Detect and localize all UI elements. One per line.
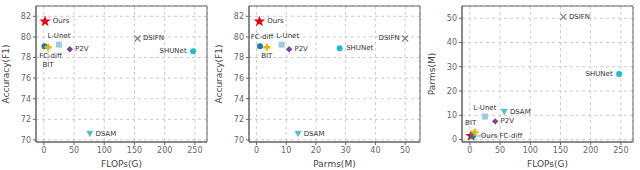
svg-text:L-Unet: L-Unet [48, 32, 71, 40]
svg-text:Parms(M): Parms(M) [427, 53, 437, 95]
svg-text:30: 30 [447, 63, 457, 72]
svg-text:150: 150 [127, 146, 142, 155]
svg-text:BIT: BIT [261, 52, 273, 60]
svg-text:0: 0 [467, 146, 472, 155]
svg-text:76: 76 [21, 74, 31, 83]
svg-text:250: 250 [187, 146, 202, 155]
svg-text:FC-diff: FC-diff [251, 33, 274, 41]
svg-text:L-Unet: L-Unet [276, 32, 299, 40]
svg-text:L-Unet: L-Unet [474, 104, 497, 112]
svg-text:40: 40 [370, 146, 380, 155]
svg-text:10: 10 [447, 111, 457, 120]
svg-text:0: 0 [41, 146, 46, 155]
svg-text:100: 100 [97, 146, 112, 155]
svg-text:DSAM: DSAM [304, 130, 325, 138]
svg-text:50: 50 [447, 14, 457, 23]
svg-text:Ours: Ours [480, 131, 498, 140]
html-text:Parms(M): Parms(M) [313, 159, 356, 169]
svg-text:70: 70 [234, 136, 244, 145]
svg-text:BIT: BIT [465, 119, 477, 127]
svg-text:DSIFN: DSIFN [569, 13, 590, 21]
svg-text:Accuracy(F1): Accuracy(F1) [8, 44, 11, 103]
svg-text:150: 150 [553, 146, 568, 155]
svg-text:74: 74 [234, 95, 244, 104]
svg-text:80: 80 [234, 33, 244, 42]
svg-text:10: 10 [281, 146, 291, 155]
svg-text:Accuracy(F1): Accuracy(F1) [214, 44, 224, 103]
svg-text:P2V: P2V [294, 45, 308, 53]
svg-text:78: 78 [234, 53, 244, 62]
svg-text:80: 80 [21, 33, 31, 42]
svg-text:20: 20 [447, 87, 457, 96]
svg-text:SHUNet: SHUNet [160, 47, 187, 55]
svg-text:P2V: P2V [75, 45, 89, 53]
svg-text:BIT: BIT [43, 61, 55, 69]
svg-text:72: 72 [234, 115, 244, 124]
svg-text:DSAM: DSAM [510, 108, 531, 116]
svg-text:P2V: P2V [500, 117, 514, 125]
svg-text:70: 70 [21, 136, 31, 145]
svg-text:50: 50 [400, 146, 410, 155]
svg-text:100: 100 [523, 146, 538, 155]
svg-text:50: 50 [69, 146, 79, 155]
svg-text:Ours: Ours [267, 17, 284, 25]
svg-text:250: 250 [613, 146, 628, 155]
html-text:FLOPs(G): FLOPs(G) [527, 159, 568, 169]
svg-text:0: 0 [254, 146, 259, 155]
svg-text:SHUNet: SHUNet [346, 44, 373, 52]
svg-text:50: 50 [495, 146, 505, 155]
svg-text:72: 72 [21, 115, 31, 124]
svg-text:DSIFN: DSIFN [379, 34, 400, 42]
svg-text:82: 82 [21, 12, 31, 21]
svg-text:78: 78 [21, 53, 31, 62]
svg-text:20: 20 [311, 146, 321, 155]
svg-text:DSIFN: DSIFN [143, 34, 164, 42]
svg-text:FC-diff: FC-diff [500, 132, 523, 140]
svg-text:40: 40 [447, 38, 457, 47]
svg-text:SHUNet: SHUNet [586, 70, 613, 78]
svg-text:Ours: Ours [53, 17, 70, 25]
svg-text:0: 0 [452, 135, 457, 144]
svg-text:200: 200 [583, 146, 598, 155]
svg-text:74: 74 [21, 95, 31, 104]
svg-text:76: 76 [234, 74, 244, 83]
svg-text:82: 82 [234, 12, 244, 21]
svg-text:30: 30 [341, 146, 351, 155]
svg-text:FC-diff: FC-diff [39, 52, 62, 60]
html-text:FLOPs(G): FLOPs(G) [101, 159, 142, 169]
svg-text:DSAM: DSAM [95, 130, 116, 138]
svg-text:200: 200 [157, 146, 172, 155]
